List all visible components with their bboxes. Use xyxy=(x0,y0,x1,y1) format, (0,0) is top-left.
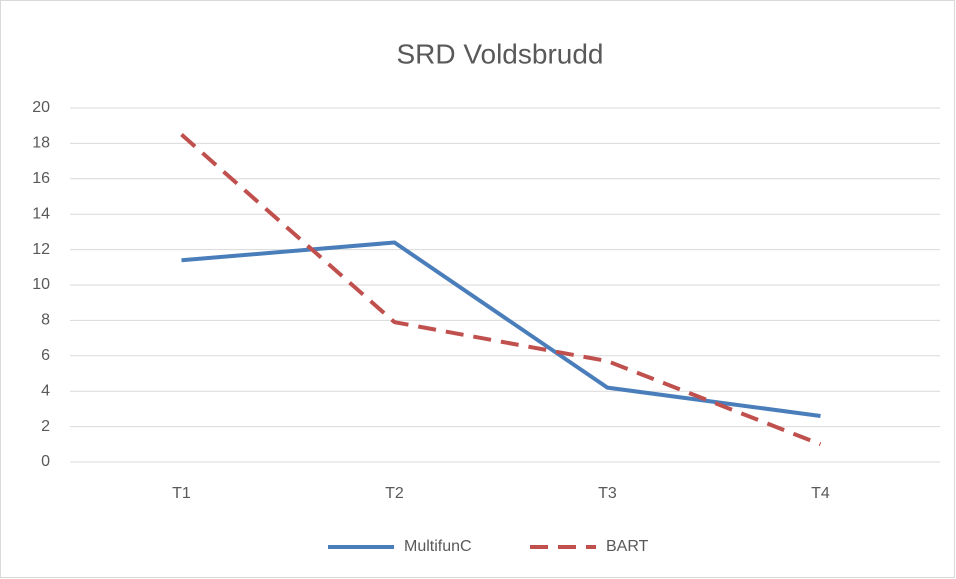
y-tick-label: 16 xyxy=(32,170,50,187)
x-tick-label: T1 xyxy=(172,485,191,502)
y-tick-label: 8 xyxy=(41,312,50,329)
y-tick-label: 6 xyxy=(41,347,50,364)
y-tick-label: 4 xyxy=(41,382,50,399)
x-tick-label: T3 xyxy=(598,485,617,502)
legend-label: MultifunC xyxy=(404,538,472,555)
y-tick-label: 12 xyxy=(32,241,50,258)
y-tick-label: 0 xyxy=(41,453,50,470)
y-tick-label: 20 xyxy=(32,99,50,116)
chart-title: SRD Voldsbrudd xyxy=(396,38,603,69)
legend-label: BART xyxy=(606,538,649,555)
data-line xyxy=(180,133,822,447)
y-tick-label: 2 xyxy=(41,418,50,435)
y-tick-label: 18 xyxy=(32,135,50,152)
y-tick-label: 14 xyxy=(32,205,50,222)
x-tick-label: T2 xyxy=(385,485,404,502)
x-tick-label: T4 xyxy=(811,485,830,502)
y-tick-label: 10 xyxy=(32,276,50,293)
data-line xyxy=(181,240,821,418)
